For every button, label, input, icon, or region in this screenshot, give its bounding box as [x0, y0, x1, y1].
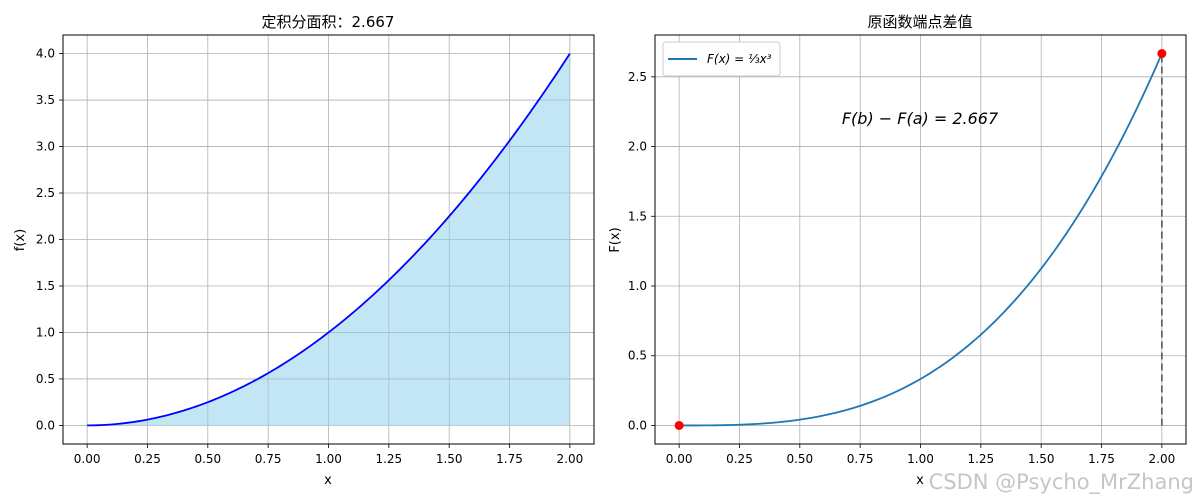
x-tick-label: 1.25 — [375, 452, 402, 466]
y-tick-label: 0.5 — [628, 349, 647, 363]
y-tick-label: 1.5 — [628, 209, 647, 223]
right-x-axis-label: x — [916, 473, 924, 488]
antiderivative-chart: 原函数端点差值 0.00 0.25 0.50 0.75 1.00 1.25 1.50 1.75… — [608, 13, 1187, 488]
x-tick-label: 2.00 — [557, 452, 584, 466]
y-tick-label: 3.0 — [36, 140, 55, 154]
integral-area-fill — [87, 53, 570, 426]
right-grid — [655, 35, 1186, 444]
x-tick-label: 1.50 — [1028, 452, 1055, 466]
right-chart-title: 原函数端点差值 — [867, 13, 972, 31]
x-tick-label: 0.75 — [255, 452, 282, 466]
left-y-axis-label: f(x) — [13, 229, 28, 251]
x-tick-label: 1.50 — [436, 452, 463, 466]
x-tick-label: 1.75 — [496, 452, 523, 466]
left-x-axis-label: x — [324, 473, 332, 488]
y-tick-label: 2.5 — [628, 70, 647, 84]
difference-annotation: F(b) − F(a) = 2.667 — [842, 109, 999, 128]
legend: F(x) = ⅓x³ — [662, 41, 781, 77]
y-tick-label: 2.5 — [36, 186, 55, 200]
y-tick-label: 1.0 — [628, 279, 647, 293]
x-tick-label: 1.75 — [1088, 452, 1115, 466]
x-tick-label: 0.75 — [847, 452, 874, 466]
right-y-ticks: 0.0 0.5 1.0 1.5 2.0 2.5 — [628, 70, 655, 432]
right-x-ticks: 0.00 0.25 0.50 0.75 1.00 1.25 1.50 1.75 2.00 — [666, 444, 1175, 466]
x-tick-label: 0.25 — [726, 452, 753, 466]
watermark: CSDN @Psycho_MrZhang — [928, 470, 1194, 494]
y-tick-label: 0.5 — [36, 372, 55, 386]
Fx-curve — [679, 53, 1163, 427]
x-tick-label: 0.00 — [666, 452, 693, 466]
endpoint-marker — [674, 420, 684, 430]
y-tick-label: 4.0 — [36, 47, 55, 61]
y-tick-label: 3.5 — [36, 93, 55, 107]
x-tick-label: 1.25 — [967, 452, 994, 466]
left-y-ticks: 0.0 0.5 1.0 1.5 2.0 2.5 3.0 3.5 4.0 — [36, 47, 63, 432]
legend-box — [662, 41, 781, 77]
fx-curve — [87, 53, 571, 427]
left-chart-title: 定积分面积：2.667 — [262, 13, 395, 31]
right-y-axis-label: F(x) — [608, 227, 623, 252]
integral-area-chart: 定积分面积：2.667 0.00 0.25 0.50 0.75 1.00 1.25 1.50… — [13, 13, 595, 488]
x-tick-label: 1.00 — [907, 452, 934, 466]
x-tick-label: 1.00 — [315, 452, 342, 466]
y-tick-label: 1.5 — [36, 279, 55, 293]
endpoint-marker — [1157, 49, 1167, 59]
x-tick-label: 0.00 — [74, 452, 101, 466]
endpoint-markers — [674, 49, 1167, 430]
y-tick-label: 2.0 — [36, 233, 55, 247]
x-tick-label: 2.00 — [1149, 452, 1176, 466]
left-x-ticks: 0.00 0.25 0.50 0.75 1.00 1.25 1.50 1.75 2.00 — [74, 444, 583, 466]
legend-label: F(x) = ⅓x³ — [707, 52, 772, 66]
y-tick-label: 2.0 — [628, 140, 647, 154]
y-tick-label: 0.0 — [36, 418, 55, 432]
x-tick-label: 0.25 — [134, 452, 161, 466]
y-tick-label: 0.0 — [628, 418, 647, 432]
x-tick-label: 0.50 — [786, 452, 813, 466]
x-tick-label: 0.50 — [194, 452, 221, 466]
y-tick-label: 1.0 — [36, 325, 55, 339]
